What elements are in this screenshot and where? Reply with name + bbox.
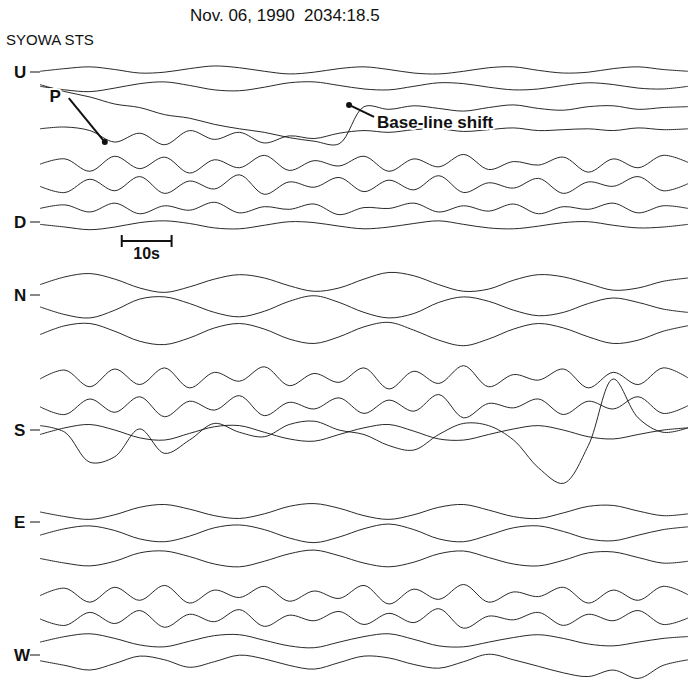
scale-bar-label: 10s xyxy=(133,245,160,262)
annotation-leader xyxy=(349,105,374,117)
annotation-point xyxy=(102,139,108,145)
chart: Nov. 06, 1990 2034:18.5 SYOWA STS U D P Base-… xyxy=(0,0,696,693)
component-label: E xyxy=(14,513,25,532)
label-leader xyxy=(30,295,40,296)
annotation-leader xyxy=(69,98,105,142)
traces xyxy=(40,504,688,679)
trace xyxy=(40,550,688,567)
label-leader xyxy=(30,222,40,223)
label-leader xyxy=(30,522,40,523)
annotation: P xyxy=(49,87,60,106)
trace xyxy=(40,654,688,678)
trace xyxy=(40,85,688,145)
trace xyxy=(40,221,688,230)
label-leader xyxy=(30,430,40,431)
title: Nov. 06, 1990 2034:18.5 xyxy=(190,6,380,25)
component-label: U xyxy=(14,63,26,82)
component-label: N xyxy=(14,286,26,305)
trace xyxy=(40,395,688,418)
trace xyxy=(40,634,688,648)
annotation: Base-line shift xyxy=(377,113,494,132)
panel: NS xyxy=(14,272,688,483)
trace xyxy=(40,82,688,92)
panel: U D P Base-line shift xyxy=(14,63,688,232)
trace xyxy=(40,584,688,604)
trace xyxy=(40,154,688,173)
label-leader xyxy=(30,655,40,656)
trace xyxy=(40,322,688,345)
component-label: W xyxy=(14,646,31,665)
trace xyxy=(40,296,688,318)
panel: EW xyxy=(14,504,688,679)
trace xyxy=(40,202,688,214)
trace xyxy=(40,609,688,629)
scale-bar-end xyxy=(171,235,173,247)
traces xyxy=(40,272,688,483)
scale-bar-end xyxy=(121,235,123,247)
annotation-point xyxy=(346,102,352,108)
trace xyxy=(40,127,688,145)
trace xyxy=(40,366,688,389)
label-leader xyxy=(30,72,40,73)
trace xyxy=(40,66,688,74)
scale-bar-line xyxy=(122,240,172,242)
scale-bar: 10s xyxy=(122,235,172,262)
trace xyxy=(40,379,688,484)
component-label: S xyxy=(14,421,25,440)
trace xyxy=(40,175,688,195)
traces xyxy=(40,66,688,230)
subtitle: SYOWA STS xyxy=(6,31,94,48)
trace xyxy=(40,524,688,543)
component-label: D xyxy=(14,213,26,232)
trace xyxy=(40,504,688,520)
trace xyxy=(40,272,688,292)
